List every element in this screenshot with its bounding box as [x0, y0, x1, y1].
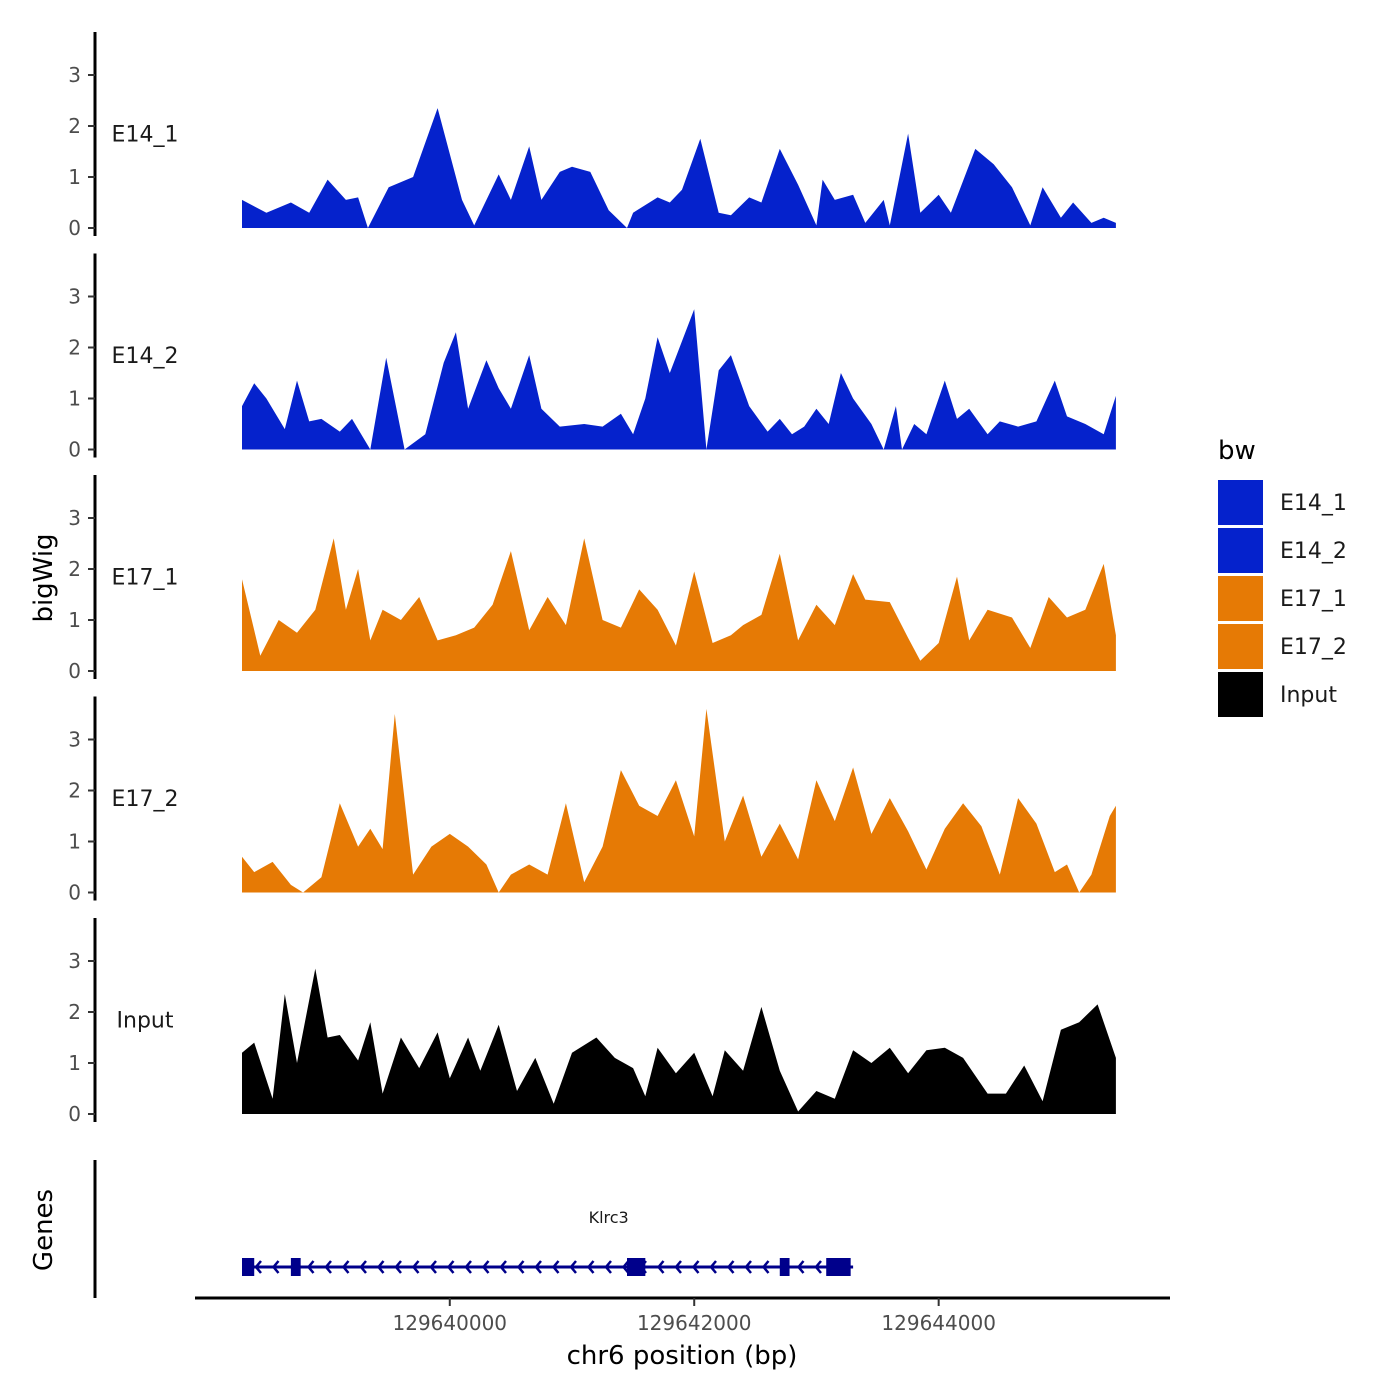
x-tick-label: 129640000 [393, 1311, 508, 1335]
y-tick-label: 1 [68, 387, 81, 411]
x-tick-label: 129642000 [637, 1311, 752, 1335]
y-tick-label: 3 [68, 728, 81, 752]
gene-Klrc3: Klrc3 [242, 1208, 854, 1276]
y-tick-label: 2 [68, 336, 81, 360]
legend-title: bw [1218, 436, 1256, 466]
strand-arrow [446, 1260, 455, 1274]
track-label: E17_1 [112, 566, 179, 591]
exon [242, 1258, 255, 1276]
y-tick-label: 3 [68, 285, 81, 309]
strand-arrow [621, 1260, 630, 1274]
x-axis-title: chr6 position (bp) [567, 1341, 798, 1371]
genes-panel-title: Genes [29, 1189, 59, 1271]
y-tick-label: 1 [68, 165, 81, 189]
signal-tracks: 0 1 2 3 E14_1 0 1 2 3 E14_2 0 1 2 3 E17_1 0 1 2 3 E17_2 0 1 2 3… [68, 32, 1116, 1126]
legend-label: E17_1 [1280, 587, 1347, 612]
strand-arrow [376, 1260, 385, 1274]
track-E14_1: 0 1 2 3 E14_1 [68, 32, 1116, 240]
strand-arrow [604, 1260, 612, 1274]
legend-swatch-E14_2 [1218, 528, 1263, 573]
signal-area-E14_1 [242, 108, 1116, 228]
legend-swatch-E17_2 [1218, 624, 1263, 669]
y-tick-label: 2 [68, 1000, 81, 1024]
track-label: E14_1 [112, 123, 179, 148]
strand-arrow [569, 1260, 577, 1274]
strand-arrow [499, 1260, 507, 1274]
strand-arrow [796, 1260, 805, 1274]
strand-arrow [586, 1260, 595, 1274]
strand-arrow [481, 1260, 490, 1274]
strand-arrow [394, 1260, 402, 1274]
gene-label: Klrc3 [589, 1208, 629, 1227]
y-tick-label: 0 [68, 1102, 81, 1126]
y-tick-label: 3 [68, 506, 81, 530]
y-tick-label: 0 [68, 216, 81, 240]
strand-arrow [726, 1260, 735, 1274]
exon [290, 1258, 301, 1276]
strand-arrow [534, 1260, 542, 1274]
signal-area-E17_2 [242, 708, 1116, 893]
strand-arrow [814, 1260, 822, 1274]
strand-arrow [341, 1260, 350, 1274]
legend-swatch-E17_1 [1218, 576, 1263, 621]
legend-label: E14_1 [1280, 491, 1347, 516]
strand-arrow [551, 1260, 560, 1274]
strand-arrow [761, 1260, 770, 1274]
track-E14_2: 0 1 2 3 E14_2 [68, 253, 1116, 462]
exon [627, 1258, 646, 1276]
strand-arrow [411, 1260, 420, 1274]
strand-arrow [691, 1260, 700, 1274]
strand-arrow [516, 1260, 525, 1274]
strand-arrow [271, 1260, 280, 1274]
y-tick-label: 0 [68, 881, 81, 905]
y-tick-label: 2 [68, 114, 81, 138]
strand-arrow [254, 1260, 262, 1274]
legend: bw E14_1 E14_2 E17_1 E17_2 Input [1218, 436, 1347, 717]
y-tick-label: 1 [68, 608, 81, 632]
y-tick-label: 1 [68, 830, 81, 854]
strand-arrow [656, 1260, 665, 1274]
y-tick-label: 0 [68, 659, 81, 683]
y-tick-label: 3 [68, 949, 81, 973]
legend-swatch-E14_1 [1218, 480, 1263, 525]
y-tick-label: 2 [68, 779, 81, 803]
strand-arrow [359, 1260, 367, 1274]
legend-label: E14_2 [1280, 539, 1347, 564]
track-E17_1: 0 1 2 3 E17_1 [68, 475, 1116, 683]
signal-area-Input [242, 968, 1116, 1114]
strand-arrow [464, 1260, 472, 1274]
exon [779, 1258, 790, 1276]
track-label: E17_2 [112, 787, 179, 812]
strand-arrow [709, 1260, 717, 1274]
legend-swatch-Input [1218, 672, 1263, 717]
legend-label: Input [1280, 683, 1337, 708]
legend-label: E17_2 [1280, 635, 1347, 660]
exon [826, 1258, 851, 1276]
track-label: E14_2 [112, 344, 179, 369]
x-axis: 129640000 129642000 129644000 [195, 1296, 1170, 1335]
signal-area-E17_1 [242, 538, 1116, 671]
x-tick-label: 129644000 [881, 1311, 996, 1335]
strand-arrow [306, 1260, 315, 1274]
strand-arrow [674, 1260, 682, 1274]
strand-arrow [324, 1260, 332, 1274]
track-Input: 0 1 2 3 Input [68, 918, 1116, 1126]
y-tick-label: 1 [68, 1051, 81, 1075]
strand-arrow [429, 1260, 437, 1274]
signal-area-E14_2 [242, 309, 1116, 450]
track-label: Input [117, 1009, 174, 1034]
gene-track: Klrc3 [93, 1160, 854, 1298]
y-axis-title: bigWig [29, 533, 59, 622]
strand-arrow [744, 1260, 752, 1274]
track-E17_2: 0 1 2 3 E17_2 [68, 696, 1116, 905]
y-tick-label: 3 [68, 63, 81, 87]
y-tick-label: 0 [68, 438, 81, 462]
y-tick-label: 2 [68, 557, 81, 581]
